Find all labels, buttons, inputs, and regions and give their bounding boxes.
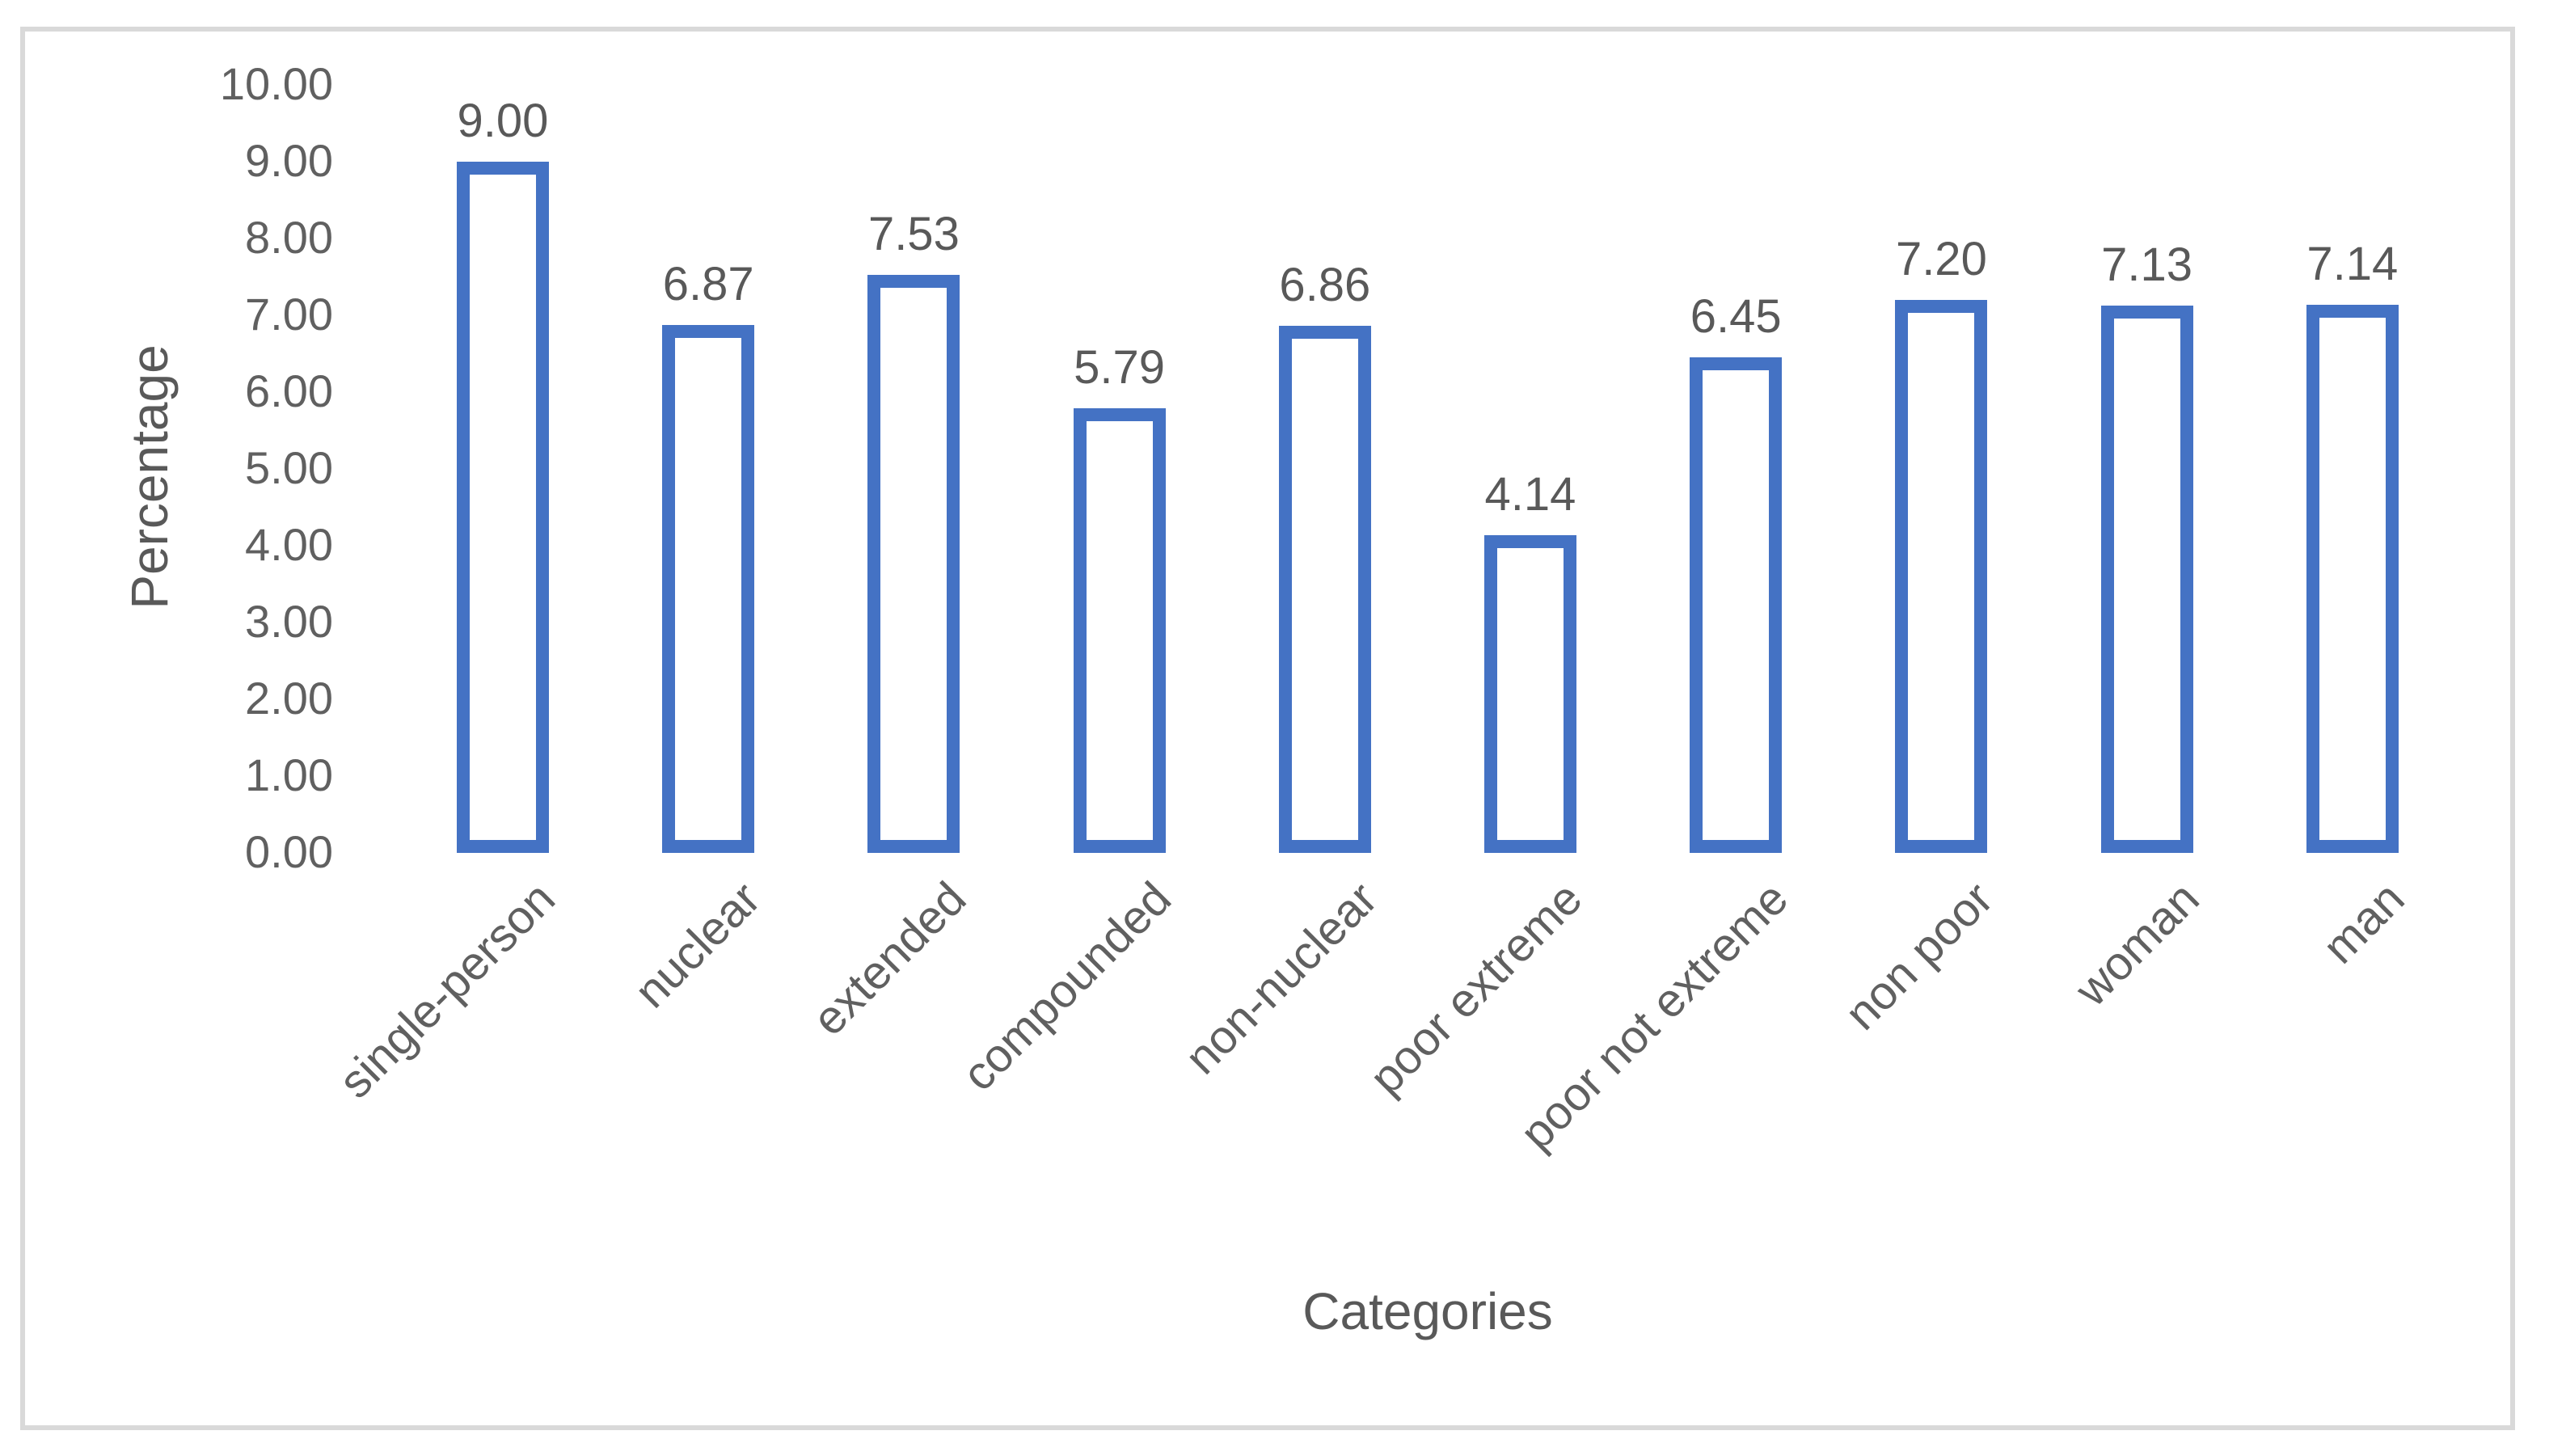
value-label: 7.14 (2306, 237, 2399, 290)
bar-non poor (1895, 300, 1988, 853)
bar-poor extreme (1484, 534, 1576, 853)
y-tick-label: 9.00 (245, 135, 333, 187)
value-label: 6.86 (1279, 259, 1371, 312)
y-tick-label: 3.00 (245, 596, 333, 648)
bar-non-nuclear (1278, 326, 1371, 853)
value-label: 7.13 (2101, 238, 2193, 291)
y-tick-label: 5.00 (245, 442, 333, 494)
bar-poor not extreme (1690, 357, 1783, 853)
y-tick-label: 8.00 (245, 212, 333, 264)
x-axis-title: Categories (1302, 1282, 1553, 1340)
y-tick-label: 7.00 (245, 289, 333, 340)
value-label: 7.20 (1895, 233, 1987, 285)
value-label: 6.87 (662, 258, 754, 311)
value-label: 7.53 (867, 207, 960, 260)
bar-single-person (457, 162, 549, 853)
y-tick-label: 2.00 (245, 673, 333, 724)
y-tick-label: 4.00 (245, 519, 333, 571)
bar-woman (2100, 305, 2193, 853)
chart-frame (20, 27, 2515, 1430)
y-tick-label: 0.00 (245, 826, 333, 878)
value-label: 5.79 (1074, 340, 1166, 394)
y-tick-label: 6.00 (245, 365, 333, 417)
bar-man (2306, 304, 2399, 853)
value-label: 4.14 (1484, 467, 1576, 521)
y-tick-label: 1.00 (245, 749, 333, 801)
bar-compounded (1073, 407, 1166, 853)
value-label: 9.00 (457, 95, 549, 147)
value-label: 6.45 (1690, 290, 1782, 344)
bar-nuclear (662, 325, 755, 853)
bar-extended (867, 274, 960, 853)
y-tick-label: 10.00 (219, 58, 333, 110)
